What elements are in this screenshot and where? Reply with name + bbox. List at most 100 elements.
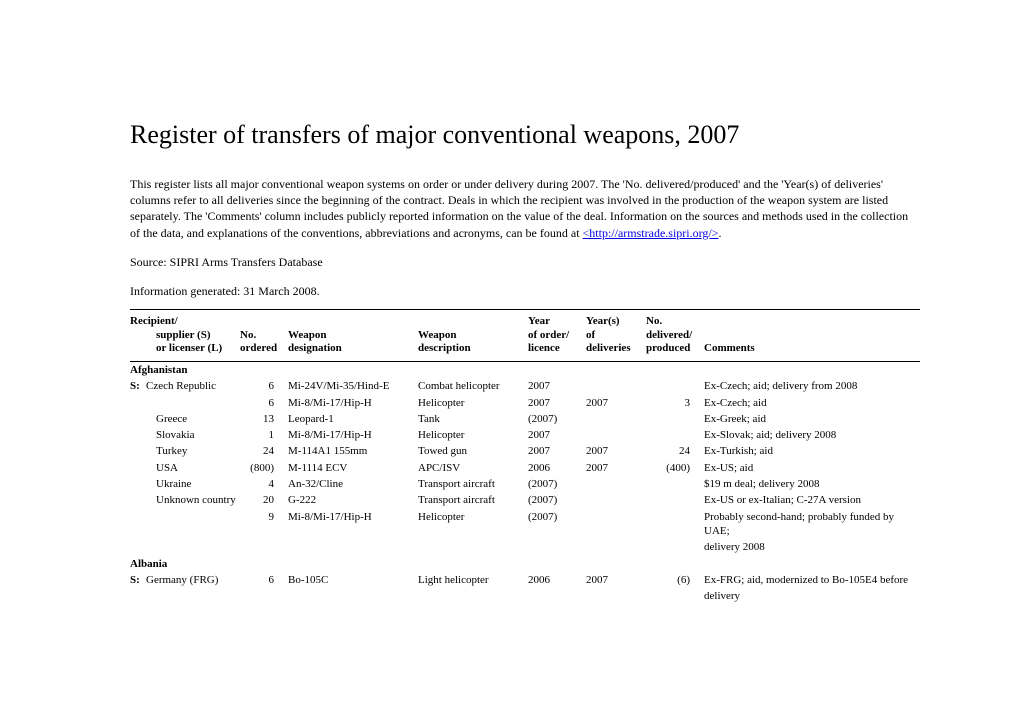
hdr-description: Weapon description <box>418 313 528 358</box>
cell-comment: $19 m deal; delivery 2008 <box>704 476 920 492</box>
cell-no-delivered: 24 <box>646 443 704 459</box>
table-row: USA(800)M-1114 ECVAPC/ISV20062007(400)Ex… <box>130 460 920 476</box>
table-row-continuation: delivery 2008 <box>130 539 920 555</box>
cell-description: Helicopter <box>418 427 528 443</box>
recipient-row: Albania <box>130 556 920 572</box>
cell-comment: Ex-Slovak; aid; delivery 2008 <box>704 427 920 443</box>
cell-comment: Ex-US or ex-Italian; C-27A version <box>704 492 920 508</box>
table-row: S:Germany (FRG)6Bo-105CLight helicopter2… <box>130 572 920 588</box>
cell-empty <box>528 588 586 604</box>
cell-no: 13 <box>240 411 288 427</box>
cell-years-deliv <box>586 378 646 394</box>
cell-empty <box>586 588 646 604</box>
cell-years-deliv: 2007 <box>586 460 646 476</box>
cell-empty <box>646 539 704 555</box>
hdr-supplier-l3: or licenser (L) <box>130 342 222 354</box>
intro-link[interactable]: <http://armstrade.sipri.org/> <box>583 226 719 240</box>
cell-supplier <box>130 509 240 540</box>
cell-supplier <box>130 395 240 411</box>
cell-comment: Ex-Czech; aid <box>704 395 920 411</box>
cell-no: (800) <box>240 460 288 476</box>
cell-supplier: Slovakia <box>130 427 240 443</box>
cell-designation: Mi-8/Mi-17/Hip-H <box>288 395 418 411</box>
intro-paragraph: This register lists all major convention… <box>130 176 920 241</box>
cell-supplier: Turkey <box>130 443 240 459</box>
hdr-deliv-l2: delivered/ <box>646 329 692 341</box>
cell-description: APC/ISV <box>418 460 528 476</box>
cell-no-delivered: 3 <box>646 395 704 411</box>
generated-line: Information generated: 31 March 2008. <box>130 284 920 299</box>
hdr-year-l3: licence <box>528 342 560 354</box>
cell-no-delivered: (400) <box>646 460 704 476</box>
recipient-name: Albania <box>130 556 920 572</box>
cell-supplier: S:Czech Republic <box>130 378 240 394</box>
table-row: Turkey24M-114A1 155mmTowed gun2007200724… <box>130 443 920 459</box>
table-row: Ukraine4An-32/ClineTransport aircraft(20… <box>130 476 920 492</box>
table-row: Unknown country20G-222Transport aircraft… <box>130 492 920 508</box>
cell-designation: Mi-24V/Mi-35/Hind-E <box>288 378 418 394</box>
document-page: Register of transfers of major conventio… <box>0 0 1020 624</box>
cell-comment: Ex-Czech; aid; delivery from 2008 <box>704 378 920 394</box>
cell-no: 9 <box>240 509 288 540</box>
cell-empty <box>240 588 288 604</box>
cell-comment: Ex-FRG; aid, modernized to Bo-105E4 befo… <box>704 572 920 588</box>
cell-designation: G-222 <box>288 492 418 508</box>
cell-no-delivered <box>646 509 704 540</box>
hdr-year-l2: of order/ <box>528 329 569 341</box>
table-header: Recipient/ supplier (S) or licenser (L) … <box>130 309 920 361</box>
cell-description: Towed gun <box>418 443 528 459</box>
recipient-row: Afghanistan <box>130 362 920 379</box>
cell-description: Helicopter <box>418 509 528 540</box>
cell-years-deliv <box>586 509 646 540</box>
cell-empty <box>586 539 646 555</box>
cell-designation: An-32/Cline <box>288 476 418 492</box>
cell-year: 2007 <box>528 427 586 443</box>
cell-description: Tank <box>418 411 528 427</box>
cell-empty <box>418 539 528 555</box>
cell-description: Light helicopter <box>418 572 528 588</box>
hdr-designation: Weapon designation <box>288 313 418 358</box>
intro-text: This register lists all major convention… <box>130 177 908 240</box>
hdr-supplier-l2: supplier (S) <box>130 329 211 341</box>
cell-designation: Leopard-1 <box>288 411 418 427</box>
cell-empty <box>528 539 586 555</box>
cell-empty <box>130 539 240 555</box>
hdr-supplier: Recipient/ supplier (S) or licenser (L) <box>130 313 240 358</box>
hdr-years-deliv: Year(s) of deliveries <box>586 313 646 358</box>
cell-designation: M-114A1 155mm <box>288 443 418 459</box>
hdr-deliv-l3: produced <box>646 342 690 354</box>
cell-supplier: USA <box>130 460 240 476</box>
cell-comment-cont: delivery 2008 <box>704 539 920 555</box>
recipient-name: Afghanistan <box>130 362 920 379</box>
supplier-prefix: S: <box>130 379 146 393</box>
cell-no-delivered <box>646 492 704 508</box>
cell-designation: Mi-8/Mi-17/Hip-H <box>288 509 418 540</box>
hdr-no-l2: No. <box>240 329 256 341</box>
cell-no: 4 <box>240 476 288 492</box>
hdr-comm-l3: Comments <box>704 342 755 354</box>
cell-description: Helicopter <box>418 395 528 411</box>
cell-comment: Ex-US; aid <box>704 460 920 476</box>
cell-year: 2007 <box>528 395 586 411</box>
supplier-prefix: S: <box>130 573 146 587</box>
cell-comment: Ex-Greek; aid <box>704 411 920 427</box>
cell-years-deliv <box>586 427 646 443</box>
page-title: Register of transfers of major conventio… <box>130 120 920 150</box>
hdr-no: No. ordered <box>240 313 288 358</box>
cell-no-delivered <box>646 427 704 443</box>
cell-description: Transport aircraft <box>418 476 528 492</box>
hdr-yrs-l1: Year(s) <box>586 315 620 327</box>
cell-description: Transport aircraft <box>418 492 528 508</box>
table-row: 6Mi-8/Mi-17/Hip-HHelicopter200720073Ex-C… <box>130 395 920 411</box>
cell-no: 6 <box>240 378 288 394</box>
hdr-desc-l3: description <box>418 342 471 354</box>
hdr-year: Year of order/ licence <box>528 313 586 358</box>
table-row: S:Czech Republic6Mi-24V/Mi-35/Hind-EComb… <box>130 378 920 394</box>
table-row: 9Mi-8/Mi-17/Hip-HHelicopter(2007)Probabl… <box>130 509 920 540</box>
table-row: Slovakia1Mi-8/Mi-17/Hip-HHelicopter2007E… <box>130 427 920 443</box>
cell-year: (2007) <box>528 492 586 508</box>
cell-years-deliv <box>586 492 646 508</box>
cell-designation: M-1114 ECV <box>288 460 418 476</box>
cell-no-delivered: (6) <box>646 572 704 588</box>
cell-no-delivered <box>646 476 704 492</box>
